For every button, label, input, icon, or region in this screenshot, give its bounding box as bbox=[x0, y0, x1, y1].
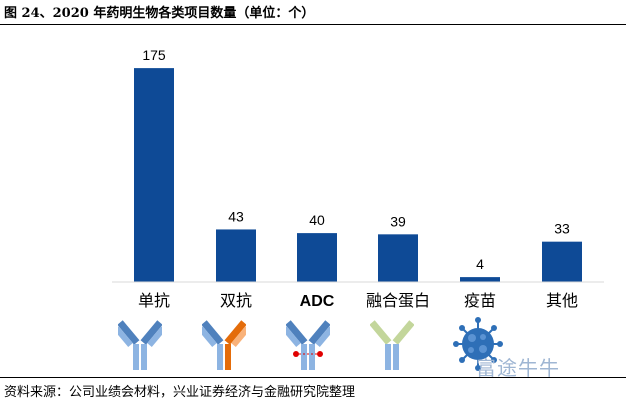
bar-chart: 175 单抗 43 双抗 40 ADC 39 融合蛋白 4 疫苗 33 其他 bbox=[112, 47, 604, 310]
data-label-0: 175 bbox=[142, 47, 166, 63]
adc-icon bbox=[286, 320, 330, 370]
bar-1 bbox=[216, 229, 256, 282]
title-divider bbox=[0, 24, 626, 25]
category-label-4: 疫苗 bbox=[464, 291, 496, 310]
category-label-5: 其他 bbox=[546, 291, 578, 310]
source-note: 资料来源：公司业绩会材料，兴业证券经济与金融研究院整理 bbox=[4, 385, 356, 400]
bispecific-antibody-icon bbox=[202, 320, 246, 370]
fusion-protein-icon bbox=[370, 320, 414, 370]
category-label-2: ADC bbox=[300, 293, 335, 310]
data-label-5: 33 bbox=[554, 221, 570, 237]
data-label-3: 39 bbox=[390, 213, 406, 229]
data-label-1: 43 bbox=[228, 208, 244, 224]
bar-0 bbox=[134, 68, 174, 282]
chart-title: 图 24、2020 年药明生物各类项目数量（单位：个） bbox=[4, 6, 315, 21]
category-label-1: 双抗 bbox=[220, 291, 252, 310]
bar-5 bbox=[542, 241, 582, 282]
source-divider bbox=[0, 377, 626, 378]
category-label-3: 融合蛋白 bbox=[366, 291, 430, 310]
category-label-0: 单抗 bbox=[138, 291, 170, 310]
antibody-icon bbox=[118, 320, 162, 370]
data-label-4: 4 bbox=[476, 256, 484, 272]
bar-4 bbox=[460, 277, 500, 282]
bar-3 bbox=[378, 234, 418, 282]
bar-2 bbox=[297, 233, 337, 282]
virus-icon bbox=[453, 317, 503, 371]
watermark-text: 富途牛牛 bbox=[476, 356, 560, 380]
data-label-2: 40 bbox=[309, 212, 325, 228]
